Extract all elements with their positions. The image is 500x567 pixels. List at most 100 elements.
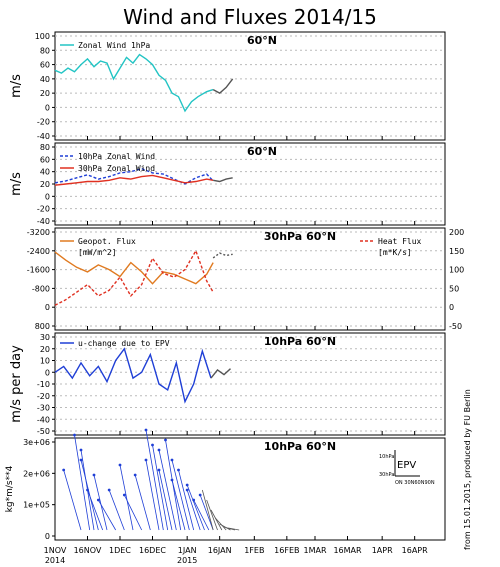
ep-vector-head	[185, 488, 189, 492]
legend-30hpa: 30hPa Zonal Wind	[78, 164, 155, 173]
ep-vector	[158, 469, 173, 531]
legend-u-change: u-change due to EPV	[78, 339, 170, 348]
y-tick-label: -1600	[27, 266, 50, 275]
y-tick-label: 0	[45, 303, 50, 312]
ep-vector-head	[198, 493, 202, 497]
x-tick-label: 16NOV	[74, 546, 102, 555]
ep-vector	[108, 489, 125, 531]
x-tick-label: 1JAN	[178, 546, 197, 555]
ep-vector-head	[170, 458, 174, 462]
x-tick-label: 1FEB	[244, 546, 264, 555]
y-axis-label: m/s per day	[9, 345, 24, 423]
ep-vector-forecast	[215, 517, 227, 531]
y-tick-label: 100	[35, 32, 50, 41]
x-tick-label: 16FEB	[274, 546, 299, 555]
ep-vector-head	[164, 438, 167, 442]
ep-vector	[145, 459, 160, 531]
ep-vector-head	[86, 488, 89, 492]
footer-credit: from 15.01.2015, produced by FU Berlin	[463, 389, 472, 550]
legend-zonal-wind-1hpa: Zonal Wind 1hPa	[78, 41, 150, 50]
y-tick-label: 40	[40, 75, 50, 84]
ep-vector	[186, 489, 201, 531]
legend-heat-unit: [m*K/s]	[378, 248, 412, 257]
ep-vector-head	[73, 433, 76, 437]
panel-frame	[54, 227, 446, 331]
y-tick-label: 10	[40, 357, 50, 366]
x-tick-label: 1NOV	[44, 546, 67, 555]
ep-vector	[199, 494, 214, 531]
ep-vector-head	[157, 468, 161, 472]
panel-label: 10hPa 60°N	[264, 335, 336, 348]
y-tick-label: 0	[45, 532, 50, 541]
chart-title: Wind and Fluxes 2014/15	[123, 5, 377, 29]
ep-vector	[152, 444, 169, 531]
series-forecast	[210, 368, 231, 379]
ep-vector-head	[92, 473, 96, 477]
y-tick-label: 60	[40, 61, 50, 70]
ep-vector	[171, 479, 186, 531]
y-axis-label: m/s	[9, 74, 24, 98]
ep-vector-forecast	[206, 499, 218, 531]
y-tick-label-right: 50	[449, 284, 459, 293]
ep-vector	[178, 469, 195, 531]
series-forecast	[212, 252, 233, 259]
epv-inset-bottom: 30hPa	[379, 472, 394, 478]
y-tick-label-right: 200	[449, 228, 464, 237]
ep-vector	[123, 494, 143, 531]
series-forecast	[212, 78, 234, 94]
y-tick-label-right: -50	[449, 322, 462, 331]
y-axis-label: kg*m/s**4	[5, 465, 15, 512]
legend-heat-flux: Heat Flux	[378, 237, 422, 246]
series-zonal-wind-30hpa	[54, 174, 214, 186]
y-tick-label: -3200	[27, 228, 50, 237]
ep-vector-forecast	[201, 489, 214, 531]
y-tick-label: 30	[40, 333, 50, 342]
ep-vector-head	[144, 458, 148, 462]
ep-vector-head	[192, 498, 196, 502]
x-tick-label: 16APR	[402, 546, 428, 555]
x-tick-label: 16DEC	[139, 546, 166, 555]
ep-vector-head	[157, 448, 161, 452]
y-tick-label: -30	[37, 404, 50, 413]
y-tick-label: 80	[40, 143, 50, 152]
y-tick-label: 80	[40, 46, 50, 55]
y-tick-label: 3e+06	[23, 438, 50, 447]
ep-vector	[171, 459, 190, 531]
ep-vector	[134, 474, 151, 531]
ep-vector-forecast	[210, 509, 223, 531]
y-tick-label: 0	[45, 192, 50, 201]
ep-vector	[97, 499, 117, 531]
y-tick-label: -20	[37, 392, 50, 401]
y-tick-label: -40	[37, 415, 50, 424]
ep-vector	[63, 469, 82, 531]
y-tick-label: -10	[37, 380, 50, 389]
series-heat-flux	[54, 249, 214, 306]
y-tick-label: 1e+05	[23, 501, 50, 510]
panel-p3: -3200 -2400 -1600 -800 0 800 200 150 100 50 0 -50 30…	[27, 227, 464, 331]
x-tick-label: 1DEC	[109, 546, 131, 555]
ep-vector	[145, 429, 164, 531]
legend-10hpa: 10hPa Zonal Wind	[78, 152, 155, 161]
y-tick-label: -20	[37, 205, 50, 214]
ep-vector	[193, 499, 210, 531]
x-tick-label: 16MAR	[333, 546, 362, 555]
panel-label: 60°N	[247, 145, 277, 158]
year-label: 2015	[177, 556, 197, 565]
y-tick-label: 60	[40, 155, 50, 164]
ep-vector-head	[96, 498, 100, 502]
panel-p4: 30 20 10 0 -10 -20 -30 -40 -50 m/s per day 10hPa 6…	[9, 332, 446, 436]
series-u-change-epv	[54, 347, 212, 404]
y-tick-label: 0	[45, 103, 50, 112]
series-geopot-flux	[54, 251, 214, 285]
y-tick-label: -800	[32, 284, 50, 293]
x-tick-label: 16JAN	[208, 546, 232, 555]
ep-vector-head	[79, 458, 83, 462]
legend-geopot-unit: [mW/m^2]	[78, 248, 117, 257]
panel-p1: 100 80 60 40 20 0 -20 -40 m/s 60°N	[9, 31, 446, 141]
ep-vector-head	[144, 428, 148, 432]
panel-frame	[54, 437, 446, 541]
ep-vector-head	[79, 448, 83, 452]
y-tick-label: -50	[37, 427, 50, 436]
panel-label: 30hPa 60°N	[264, 230, 336, 243]
